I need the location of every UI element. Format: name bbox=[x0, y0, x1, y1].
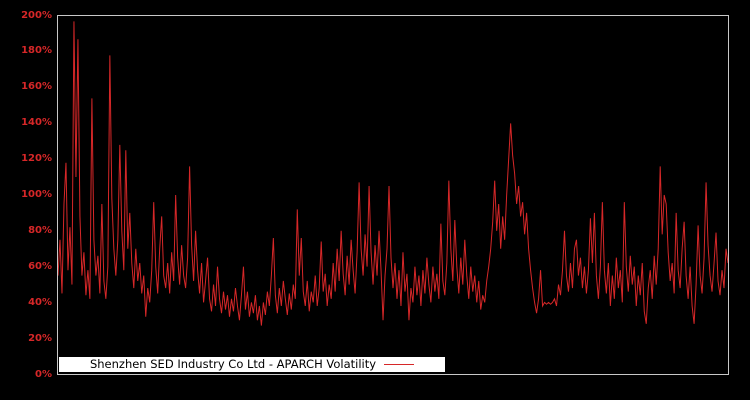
volatility-line-series bbox=[58, 21, 728, 326]
y-axis-tick-label: 100% bbox=[21, 189, 52, 200]
legend: Shenzhen SED Industry Co Ltd - APARCH Vo… bbox=[59, 357, 445, 372]
y-axis-tick-label: 60% bbox=[28, 260, 52, 272]
legend-line-sample-icon bbox=[384, 364, 415, 365]
y-axis-tick-label: 80% bbox=[28, 224, 52, 236]
legend-label: Shenzhen SED Industry Co Ltd - APARCH Vo… bbox=[89, 357, 377, 371]
chart-plot-area bbox=[57, 15, 729, 375]
y-axis-tick-label: 20% bbox=[28, 332, 52, 344]
y-axis-tick-label: 200% bbox=[21, 9, 52, 21]
y-axis-tick-label: 0% bbox=[35, 368, 52, 380]
y-axis-tick-label: 140% bbox=[21, 117, 52, 129]
y-axis-tick-label: 180% bbox=[21, 45, 52, 57]
y-axis-tick-label: 40% bbox=[28, 296, 52, 308]
chart-canvas bbox=[58, 21, 728, 326]
y-axis-tick-label: 160% bbox=[21, 81, 52, 93]
y-axis-tick-label: 120% bbox=[21, 153, 52, 165]
